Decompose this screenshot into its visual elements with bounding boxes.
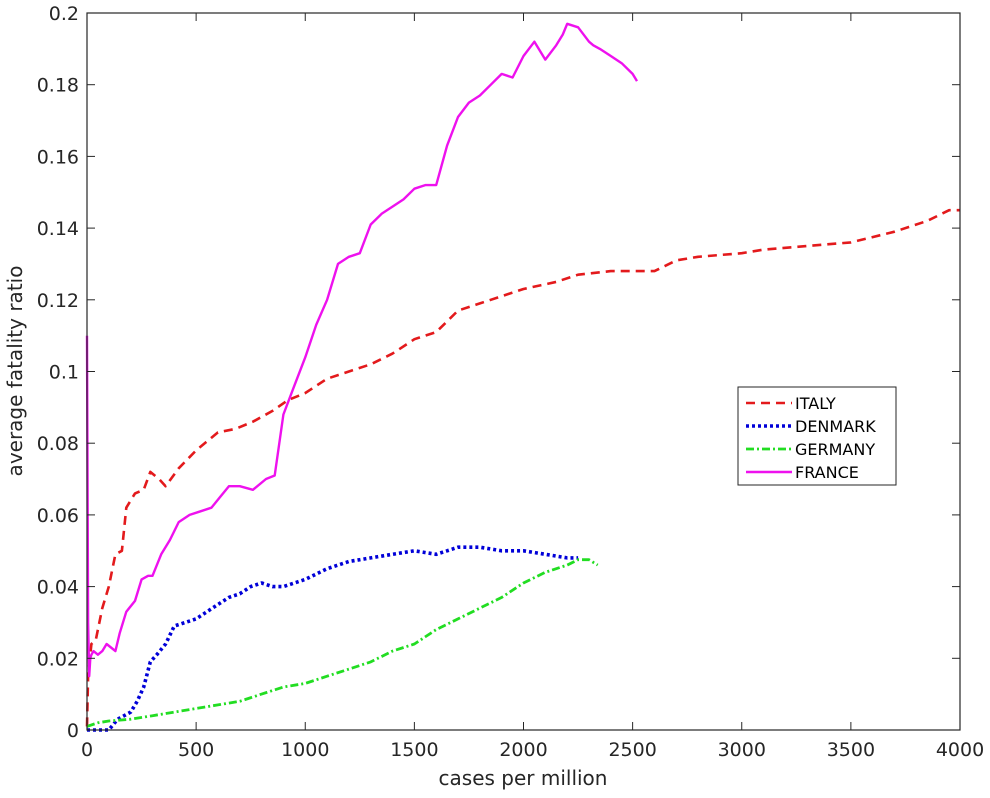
x-tick-label: 2000	[499, 739, 547, 761]
legend-label-denmark: DENMARK	[795, 417, 876, 436]
x-tick-label: 3500	[827, 739, 875, 761]
x-tick-label: 1500	[390, 739, 438, 761]
legend-label-france: FRANCE	[795, 463, 859, 482]
y-axis-label: average fatality ratio	[3, 266, 27, 477]
x-tick-label: 500	[178, 739, 214, 761]
plot-series	[85, 22, 960, 732]
x-tick-label: 0	[81, 739, 93, 761]
y-tick-label: 0.14	[37, 218, 79, 240]
series-line-germany	[86, 558, 599, 728]
x-tick-label: 1000	[281, 739, 329, 761]
y-tick-label: 0.06	[37, 505, 79, 527]
series-line-france	[85, 22, 639, 678]
x-tick-label: 3000	[718, 739, 766, 761]
y-tick-label: 0.2	[49, 3, 79, 25]
series-line-italy	[85, 208, 960, 727]
y-tick-label: 0.12	[37, 290, 79, 312]
y-axis: 0 0.02 0.04 0.06 0.08 0.1 0.12 0.14 0.16 0.18 0.2	[37, 3, 960, 742]
legend-label-italy: ITALY	[795, 394, 836, 413]
y-tick-label: 0.1	[49, 362, 79, 384]
y-tick-label: 0.08	[37, 433, 79, 455]
x-tick-label: 4000	[936, 739, 984, 761]
legend-label-germany: GERMANY	[795, 440, 875, 459]
y-tick-label: 0.04	[37, 577, 79, 599]
x-tick-label: 2500	[608, 739, 656, 761]
y-tick-label: 0.16	[37, 146, 79, 168]
x-axis: 0 500 1000 1500 2000 2500 3000 3500 4000	[81, 13, 984, 761]
series-line-denmark	[87, 545, 579, 732]
y-tick-label: 0.02	[37, 648, 79, 670]
legend: ITALY DENMARK GERMANY FRANCE	[737, 386, 897, 486]
x-axis-label: cases per million	[439, 766, 608, 790]
y-tick-label: 0	[67, 720, 79, 742]
y-tick-label: 0.18	[37, 75, 79, 97]
